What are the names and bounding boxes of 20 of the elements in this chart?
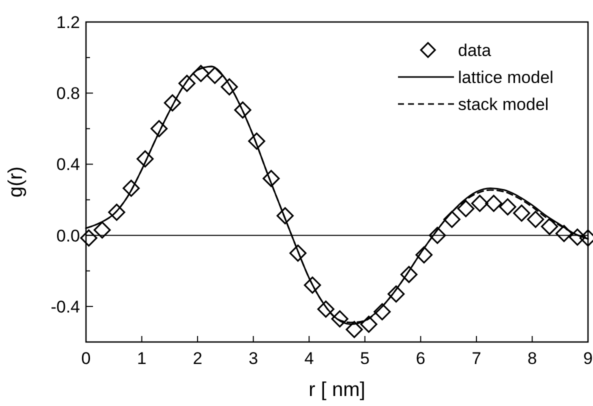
x-tick-label: 0 <box>81 349 91 368</box>
x-tick-label: 2 <box>192 349 202 368</box>
x-axis-title: r [ nm] <box>308 379 366 401</box>
y-tick-label: 0.8 <box>56 84 80 104</box>
legend-label: data <box>458 40 492 60</box>
x-tick-label: 5 <box>360 349 370 368</box>
x-tick-label: 6 <box>416 349 426 368</box>
x-tick-label: 3 <box>248 349 258 368</box>
x-tick-label: 1 <box>137 349 147 368</box>
y-tick-label: 0.4 <box>56 155 80 174</box>
y-tick-label: -0.4 <box>50 297 80 316</box>
legend-label: stack model <box>458 94 549 114</box>
y-tick-label: 1.2 <box>56 12 80 32</box>
y-axis-title: g(r) <box>5 166 27 198</box>
y-tick-label: 0.0 <box>56 226 80 246</box>
x-tick-label: 7 <box>472 349 482 368</box>
x-tick-label: 9 <box>583 349 593 368</box>
legend-label: lattice model <box>458 68 554 87</box>
x-tick-label: 4 <box>304 349 314 368</box>
x-tick-label: 8 <box>527 349 537 368</box>
